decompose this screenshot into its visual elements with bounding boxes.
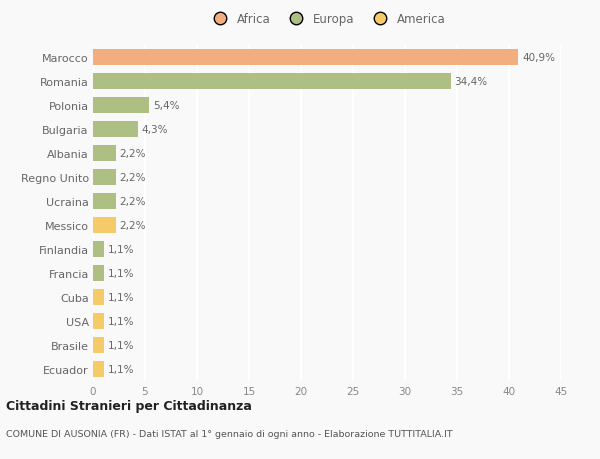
Bar [93, 74, 451, 90]
Bar [93, 98, 149, 113]
Text: 40,9%: 40,9% [522, 53, 555, 63]
Text: COMUNE DI AUSONIA (FR) - Dati ISTAT al 1° gennaio di ogni anno - Elaborazione TU: COMUNE DI AUSONIA (FR) - Dati ISTAT al 1… [6, 429, 452, 438]
Text: 1,1%: 1,1% [108, 364, 134, 374]
Text: 4,3%: 4,3% [142, 125, 168, 134]
Text: 1,1%: 1,1% [108, 244, 134, 254]
Text: 1,1%: 1,1% [108, 268, 134, 278]
Text: 2,2%: 2,2% [119, 149, 146, 159]
Bar [93, 122, 138, 137]
Text: 2,2%: 2,2% [119, 220, 146, 230]
Bar [93, 50, 518, 66]
Text: 1,1%: 1,1% [108, 340, 134, 350]
Bar [93, 361, 104, 377]
Bar [93, 146, 116, 162]
Bar [93, 265, 104, 281]
Bar [93, 194, 116, 209]
Bar [93, 241, 104, 257]
Text: 5,4%: 5,4% [153, 101, 179, 111]
Text: Cittadini Stranieri per Cittadinanza: Cittadini Stranieri per Cittadinanza [6, 399, 252, 412]
Text: 34,4%: 34,4% [454, 77, 488, 87]
Bar [93, 313, 104, 329]
Text: 2,2%: 2,2% [119, 173, 146, 183]
Bar [93, 170, 116, 185]
Bar [93, 337, 104, 353]
Legend: Africa, Europa, America: Africa, Europa, America [203, 8, 451, 31]
Text: 1,1%: 1,1% [108, 292, 134, 302]
Bar [93, 218, 116, 233]
Text: 2,2%: 2,2% [119, 196, 146, 207]
Text: 1,1%: 1,1% [108, 316, 134, 326]
Bar [93, 290, 104, 305]
